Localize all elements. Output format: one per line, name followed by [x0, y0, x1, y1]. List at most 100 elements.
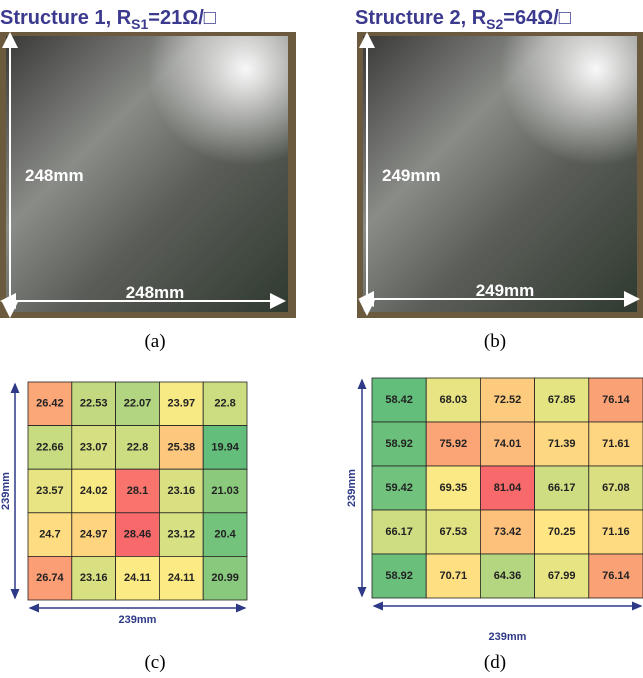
- heat-cell: [479, 421, 535, 467]
- cell-value: 21.03: [211, 485, 239, 497]
- cell-value: 70.25: [548, 526, 576, 538]
- cell-value: 74.01: [494, 438, 522, 450]
- cell-value: 23.57: [36, 485, 64, 497]
- title-rest: =64Ω/□: [503, 7, 571, 29]
- heat-cell: [479, 465, 535, 511]
- cell-value: 70.71: [440, 570, 468, 582]
- cell-value: 24.11: [168, 572, 195, 584]
- cell-value: 76.14: [602, 394, 630, 406]
- title-main: Structure 1, R: [0, 7, 132, 29]
- cell-value: 28.1: [127, 485, 148, 497]
- heat-cell: [534, 377, 590, 423]
- heat-cell: [27, 512, 73, 557]
- heat-cell: [27, 425, 73, 470]
- title-sub: S2: [486, 16, 503, 32]
- heat-cell: [534, 421, 590, 467]
- cell-value: 67.85: [548, 394, 576, 406]
- heat-cell: [371, 377, 427, 423]
- photo-b: [357, 32, 643, 318]
- photo-a: [0, 32, 296, 318]
- title-main: Structure 2, R: [355, 7, 487, 29]
- cell-value: 69.35: [440, 482, 468, 494]
- cell-value: 20.4: [214, 529, 236, 541]
- heat-cell: [202, 556, 248, 601]
- panel-title: Structure 2, RS2=64Ω/□: [355, 7, 571, 32]
- width-label: 249mm: [476, 281, 535, 300]
- cell-value: 66.17: [548, 482, 576, 494]
- width-label: 248mm: [126, 283, 185, 302]
- cell-value: 75.92: [440, 438, 468, 450]
- cell-value: 22.8: [127, 441, 148, 453]
- cell-value: 64.36: [494, 570, 522, 582]
- cell-value: 28.46: [124, 529, 152, 541]
- heat-cell: [115, 468, 160, 514]
- cell-value: 71.61: [602, 438, 630, 450]
- heat-cell: [588, 377, 643, 423]
- bottom-label: 239mm: [489, 631, 527, 643]
- heat-cell: [202, 425, 248, 470]
- cell-value: 68.03: [440, 394, 468, 406]
- heat-cell: [371, 553, 427, 599]
- cell-value: 71.16: [602, 526, 630, 538]
- heat-cell: [158, 556, 204, 601]
- cell-value: 24.97: [80, 529, 108, 541]
- caption: (c): [144, 652, 165, 673]
- heat-cell: [371, 509, 427, 555]
- heat-cell: [158, 381, 204, 426]
- heat-cell: [158, 512, 204, 557]
- cell-value: 23.16: [168, 485, 196, 497]
- heat-cell: [158, 468, 204, 514]
- caption: (b): [484, 331, 506, 352]
- heat-cell: [71, 556, 117, 601]
- cell-value: 58.92: [385, 570, 413, 582]
- cell-value: 23.97: [168, 398, 196, 410]
- heat-cell: [588, 465, 643, 511]
- heat-cell: [202, 468, 248, 514]
- heat-cell: [588, 509, 643, 555]
- cell-value: 23.12: [168, 529, 196, 541]
- title-sub: S1: [131, 16, 148, 32]
- cell-value: 19.94: [211, 441, 239, 453]
- cell-value: 59.42: [385, 482, 413, 494]
- heat-cell: [115, 381, 160, 426]
- heat-cell: [479, 509, 535, 555]
- cell-value: 76.14: [602, 570, 630, 582]
- cell-value: 22.66: [36, 441, 64, 453]
- side-label: 239mm: [0, 472, 12, 510]
- heat-cell: [27, 556, 73, 601]
- cell-value: 73.42: [494, 526, 522, 538]
- heat-cell: [534, 465, 590, 511]
- cell-value: 66.17: [385, 526, 413, 538]
- cell-value: 23.07: [80, 441, 108, 453]
- heat-cell: [115, 425, 160, 470]
- cell-value: 81.04: [494, 482, 522, 494]
- cell-value: 25.38: [168, 441, 196, 453]
- cell-value: 24.02: [80, 485, 108, 497]
- height-label: 249mm: [382, 166, 441, 185]
- panel-title: Structure 1, RS1=21Ω/□: [0, 7, 216, 32]
- heat-cell: [371, 465, 427, 511]
- cell-value: 22.07: [124, 398, 152, 410]
- side-label: 239mm: [346, 469, 358, 507]
- heat-cell: [115, 512, 160, 557]
- cell-value: 24.11: [124, 572, 151, 584]
- caption: (a): [144, 331, 165, 352]
- cell-value: 67.99: [548, 570, 576, 582]
- height-label: 248mm: [25, 166, 84, 185]
- bottom-label: 239mm: [119, 614, 157, 626]
- cell-value: 26.42: [36, 398, 64, 410]
- heat-cell: [534, 509, 590, 555]
- heat-cell: [534, 553, 590, 599]
- cell-value: 58.42: [385, 394, 413, 406]
- cell-value: 20.99: [211, 572, 239, 584]
- heat-cell: [115, 556, 160, 601]
- cell-value: 24.7: [39, 529, 60, 541]
- cell-value: 22.53: [80, 398, 108, 410]
- cell-value: 67.53: [440, 526, 468, 538]
- heat-cell: [71, 468, 117, 514]
- cell-value: 71.39: [548, 438, 576, 450]
- cell-value: 58.92: [385, 438, 413, 450]
- cell-value: 72.52: [494, 394, 522, 406]
